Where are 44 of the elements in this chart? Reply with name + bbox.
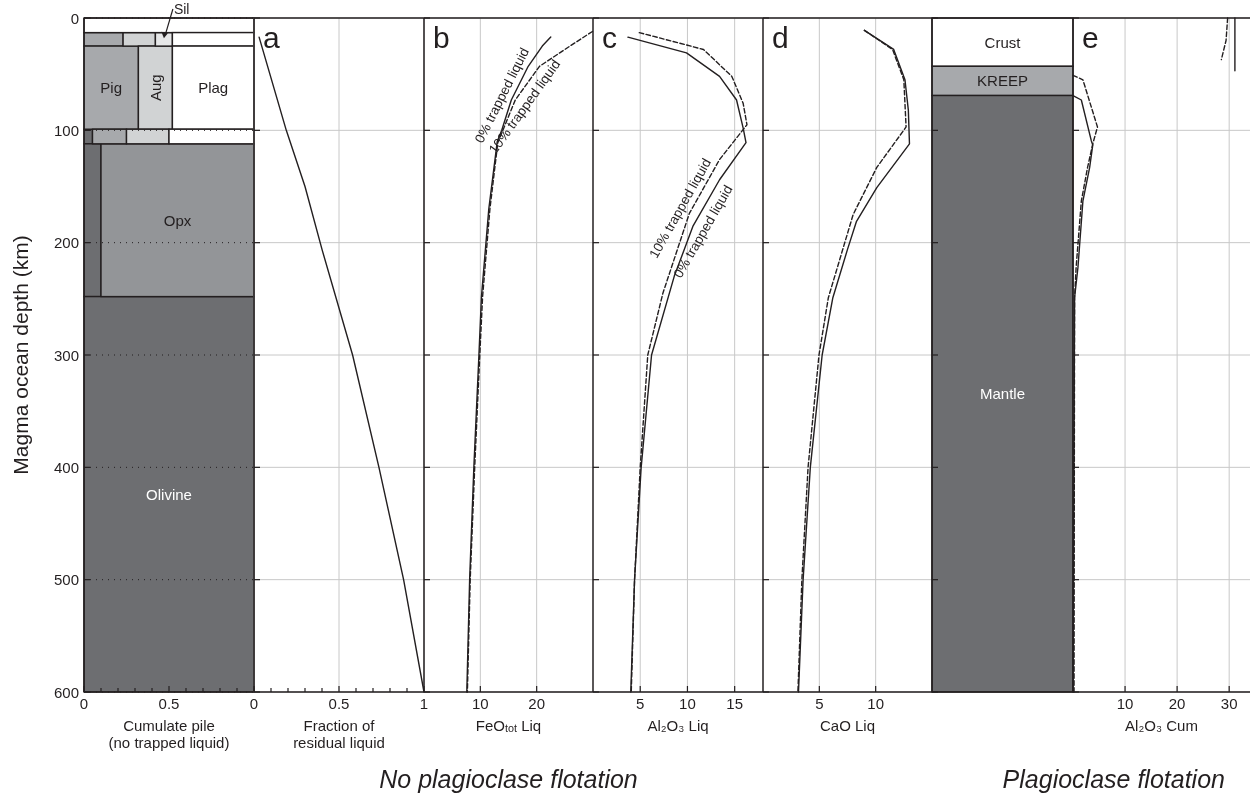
x-axis-title: CaO Liq	[819, 717, 876, 734]
x-tick-label: 15	[726, 695, 744, 712]
x-axis-title: Fraction of residual liquid	[293, 717, 385, 751]
series-label: Opx	[163, 211, 192, 229]
series-label: Mantle	[979, 385, 1026, 403]
x-tick-label: 20	[528, 695, 546, 712]
y-tick-label: 300	[53, 346, 79, 364]
x-axis-title: Al₂O₃ Liq	[647, 717, 709, 734]
series-label: Plag	[198, 79, 229, 97]
x-axis-title: Al₂O₃ Cum	[1125, 717, 1198, 734]
y-tick-label: 0	[70, 9, 79, 27]
chart-title: d	[772, 21, 789, 54]
x-tick-label: 1	[419, 695, 429, 712]
y-tick-label: 600	[53, 683, 79, 701]
series-label: Crust	[984, 33, 1022, 51]
y-tick-label: 400	[53, 458, 79, 476]
y-tick-label: 100	[53, 121, 79, 139]
x-tick-label: 0.5	[328, 695, 350, 712]
text: No plagioclase flotation	[379, 765, 638, 793]
x-axis-title: FeO$_{tot}$ Liq	[475, 717, 542, 735]
x-tick-label: 30	[1220, 695, 1238, 712]
y-tick-label: 200	[53, 234, 79, 252]
y-axis-title: Magma ocean depth (km)	[9, 235, 32, 475]
series-label: KREEP	[977, 72, 1028, 90]
x-tick-label: 10	[867, 695, 885, 712]
series-label: Sil	[173, 1, 190, 17]
x-tick-label: 10	[471, 695, 489, 712]
x-axis-title: Cumulate pile (no trapped liquid)	[108, 717, 230, 751]
x-tick-label: 0	[249, 695, 259, 712]
x-tick-label: 5	[815, 695, 824, 712]
series-label: Aug	[146, 74, 164, 101]
chart-title: e	[1082, 21, 1099, 54]
series-label: Pig	[100, 79, 123, 97]
series-label: Olivine	[146, 485, 192, 503]
x-tick-label: 0.5	[158, 695, 180, 712]
x-tick-label: 10	[679, 695, 696, 712]
x-tick-label: 5	[636, 695, 645, 712]
chart-title: c	[602, 21, 617, 54]
y-tick-label: 500	[53, 571, 79, 589]
chart-title: b	[433, 21, 450, 54]
text: Plagioclase flotation	[1002, 765, 1225, 793]
chart-title: a	[263, 21, 280, 54]
x-tick-label: 20	[1168, 695, 1186, 712]
x-tick-label: 10	[1116, 695, 1134, 712]
